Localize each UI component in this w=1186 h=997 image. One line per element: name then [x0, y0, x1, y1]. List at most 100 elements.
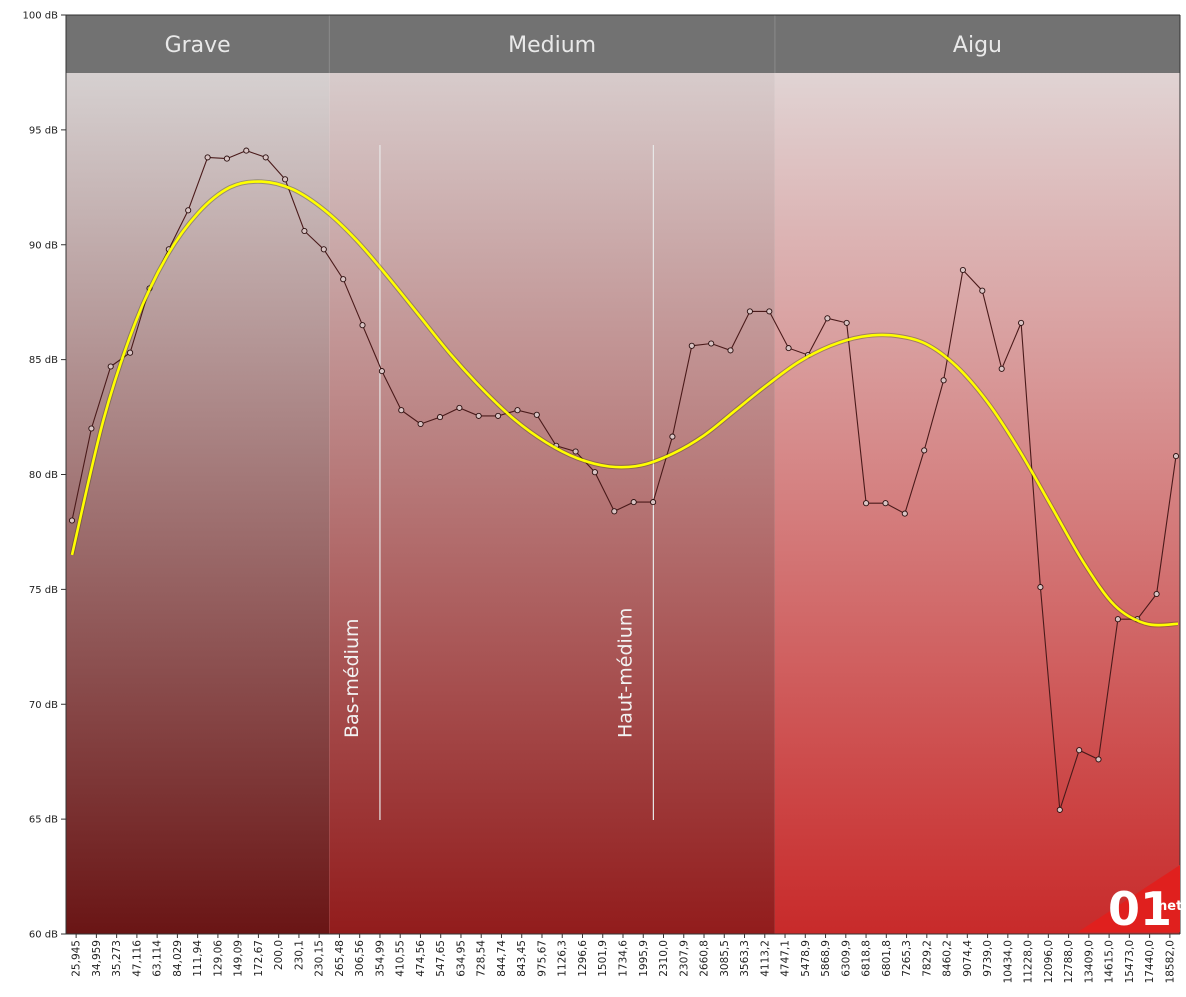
data-point	[185, 207, 192, 214]
frequency-regions	[66, 15, 1180, 934]
x-tick-label: 354,99	[374, 940, 386, 977]
x-tick-label: 306,56	[354, 940, 366, 977]
x-tick-label: 200,0	[273, 940, 285, 970]
x-tick-label: 17440,0	[1144, 940, 1156, 983]
data-point	[1114, 616, 1121, 623]
x-tick-label: 5478,9	[800, 940, 812, 977]
x-tick-label: 12096,0	[1043, 940, 1055, 983]
x-tick-label: 111,94	[192, 940, 204, 977]
x-tick-label: 6309,9	[840, 940, 852, 977]
data-point	[708, 340, 715, 347]
x-tick-label: 18582,0	[1164, 940, 1176, 983]
region-header-medium	[329, 15, 775, 73]
data-point	[1037, 584, 1044, 591]
data-point	[127, 349, 134, 356]
data-point	[340, 276, 347, 283]
x-tick-label: 474,56	[415, 940, 427, 977]
y-tick-label: 65 dB	[29, 815, 58, 826]
region-grave	[66, 15, 330, 934]
data-point	[436, 414, 444, 421]
data-point	[669, 433, 676, 440]
data-point	[417, 420, 424, 428]
x-tick-label: 5868,9	[820, 940, 832, 977]
x-tick-label: 8460,2	[942, 940, 954, 977]
subregion-dividers: Bas-médium Haut-médium	[341, 145, 654, 820]
region-title: Grave	[165, 33, 231, 58]
data-point	[824, 315, 831, 322]
x-tick-label: 230,1	[293, 940, 305, 970]
x-tick-label: 11228,0	[1023, 940, 1035, 983]
data-point	[1056, 806, 1063, 813]
region-aigu	[774, 15, 1180, 934]
data-point	[359, 322, 366, 329]
x-tick-label: 265,48	[334, 940, 346, 977]
data-point	[727, 347, 734, 354]
x-tick-label: 63,114	[152, 940, 164, 977]
x-tick-label: 230,15	[314, 940, 326, 977]
x-tick-label: 34,959	[91, 940, 103, 977]
data-point	[650, 499, 657, 506]
data-point	[495, 412, 502, 419]
data-point	[223, 155, 230, 162]
smoothed-series	[69, 179, 1179, 628]
x-tick-label: 35,273	[111, 940, 123, 977]
y-tick-label: 100 dB	[23, 11, 59, 22]
data-point	[843, 319, 850, 326]
data-point	[959, 266, 966, 274]
y-tick-label: 60 dB	[29, 930, 58, 941]
x-tick-label: 9739,0	[982, 940, 994, 977]
x-tick-label: 129,06	[212, 940, 224, 977]
data-point	[282, 176, 289, 183]
x-tick-label: 2307,9	[678, 940, 690, 977]
x-tick-label: 6801,8	[881, 940, 893, 977]
data-point	[1018, 319, 1025, 326]
data-point	[979, 287, 986, 294]
region-title: Medium	[508, 33, 596, 58]
data-point	[1095, 756, 1102, 763]
data-point	[378, 368, 385, 375]
x-tick-label: 844,74	[496, 940, 508, 977]
x-tick-label: 7265,3	[901, 940, 913, 977]
data-point	[746, 308, 753, 315]
data-point	[940, 377, 947, 384]
x-tick-label: 1734,6	[618, 940, 630, 977]
data-point	[882, 500, 889, 507]
data-point	[398, 407, 405, 414]
x-tick-label: 547,65	[435, 940, 447, 977]
logo-triangle	[1078, 865, 1180, 932]
x-tick-label: 9074,4	[962, 940, 974, 977]
subregion-label: Bas-médium	[341, 618, 363, 738]
data-point	[533, 411, 540, 418]
logo-text: 01	[1108, 882, 1172, 936]
data-point	[611, 508, 618, 515]
x-tick-label: 1296,6	[577, 940, 589, 977]
data-point	[475, 412, 482, 419]
x-tick-label: 14615,0	[1104, 940, 1116, 983]
data-point	[107, 363, 114, 370]
x-tick-label: 6818,8	[861, 940, 873, 977]
data-point	[262, 154, 269, 161]
y-tick-label: 80 dB	[29, 470, 58, 481]
data-point	[514, 407, 521, 414]
x-tick-label: 10434,0	[1002, 940, 1014, 983]
x-tick-label: 975,67	[536, 940, 548, 977]
data-point	[1076, 747, 1083, 754]
x-tick-label: 1501,9	[597, 940, 609, 977]
data-point	[785, 345, 792, 352]
data-point	[320, 246, 327, 253]
x-tick-label: 3085,5	[719, 940, 731, 977]
x-tick-label: 84,029	[172, 940, 184, 977]
data-point	[301, 227, 308, 235]
x-tick-label: 172,67	[253, 940, 265, 977]
y-tick-label: 90 dB	[29, 240, 58, 251]
y-tick-label: 75 dB	[29, 585, 58, 596]
region-header-bar: Grave Medium Aigu	[66, 15, 1180, 73]
data-point	[863, 500, 870, 507]
y-tick-label: 85 dB	[29, 355, 58, 366]
measured-series	[68, 147, 1180, 813]
x-tick-label: 410,55	[395, 940, 407, 977]
x-tick-label: 2310,0	[658, 940, 670, 977]
region-title: Aigu	[953, 33, 1002, 58]
x-tick-label: 4113,2	[759, 940, 771, 977]
data-point	[1153, 590, 1160, 598]
